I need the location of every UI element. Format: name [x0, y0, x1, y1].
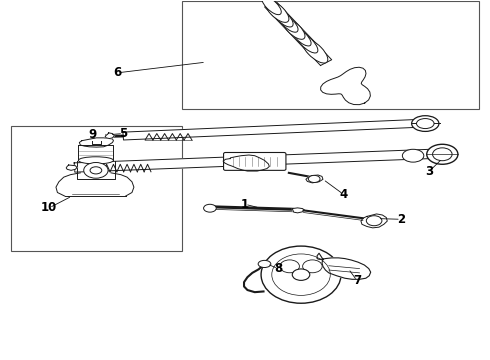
- Text: 7: 7: [353, 274, 361, 287]
- Polygon shape: [265, 1, 332, 66]
- Text: 5: 5: [119, 127, 127, 140]
- Ellipse shape: [295, 31, 318, 53]
- Polygon shape: [317, 253, 371, 279]
- Polygon shape: [361, 214, 387, 228]
- Text: 2: 2: [397, 213, 405, 226]
- Ellipse shape: [303, 260, 322, 273]
- Polygon shape: [77, 161, 115, 179]
- Bar: [182, 1, 479, 109]
- Text: 6: 6: [113, 66, 122, 79]
- Polygon shape: [74, 149, 450, 172]
- Ellipse shape: [84, 162, 108, 178]
- Polygon shape: [79, 138, 114, 147]
- Polygon shape: [306, 175, 323, 183]
- Ellipse shape: [433, 148, 452, 161]
- Ellipse shape: [78, 157, 114, 164]
- Ellipse shape: [412, 116, 439, 131]
- Ellipse shape: [272, 254, 330, 296]
- Text: 3: 3: [425, 165, 433, 178]
- Ellipse shape: [283, 19, 305, 39]
- Ellipse shape: [90, 167, 102, 174]
- Ellipse shape: [308, 175, 320, 183]
- Ellipse shape: [266, 0, 289, 22]
- Text: 8: 8: [274, 262, 282, 275]
- Polygon shape: [292, 208, 304, 213]
- Text: 4: 4: [339, 188, 347, 201]
- Ellipse shape: [258, 260, 271, 267]
- Ellipse shape: [261, 246, 341, 303]
- Polygon shape: [66, 165, 77, 170]
- Ellipse shape: [292, 269, 310, 280]
- Polygon shape: [223, 155, 270, 171]
- Polygon shape: [105, 133, 115, 139]
- Ellipse shape: [416, 118, 434, 129]
- Ellipse shape: [279, 14, 298, 32]
- Polygon shape: [123, 119, 430, 140]
- Ellipse shape: [262, 0, 281, 15]
- Text: 10: 10: [41, 201, 57, 214]
- Ellipse shape: [302, 39, 328, 63]
- Ellipse shape: [291, 27, 311, 46]
- FancyBboxPatch shape: [223, 153, 286, 170]
- Ellipse shape: [427, 144, 458, 164]
- Ellipse shape: [367, 216, 382, 226]
- Polygon shape: [320, 67, 370, 105]
- Polygon shape: [78, 145, 114, 160]
- Text: 9: 9: [89, 128, 97, 141]
- Text: 1: 1: [241, 198, 249, 211]
- Ellipse shape: [272, 8, 293, 27]
- Bar: [11, 126, 182, 251]
- Ellipse shape: [280, 260, 299, 273]
- Ellipse shape: [402, 149, 424, 162]
- Ellipse shape: [203, 204, 216, 212]
